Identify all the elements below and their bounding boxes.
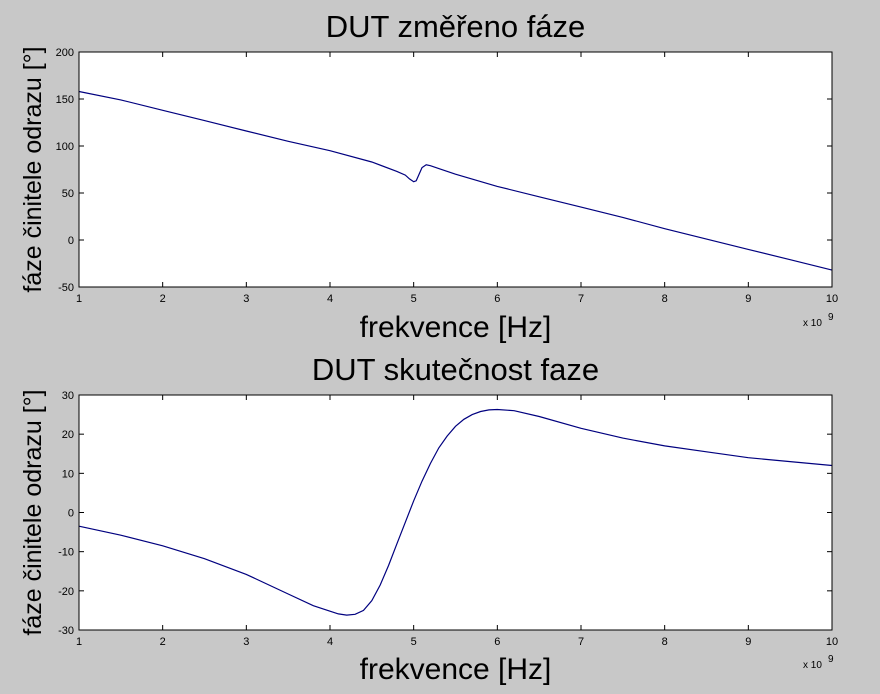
plot-area <box>79 52 832 287</box>
x-tick-label: 8 <box>662 636 668 648</box>
x-tick-label: 1 <box>76 636 82 648</box>
x-tick-label: 5 <box>411 293 417 305</box>
y-tick-label: 150 <box>56 94 74 106</box>
x-tick-label: 10 <box>826 293 838 305</box>
y-tick-label: 0 <box>68 508 74 520</box>
x-tick-label: 3 <box>243 636 249 648</box>
x-tick-label: 5 <box>411 636 417 648</box>
y-tick-label: -10 <box>58 547 74 559</box>
x-tick-label: 3 <box>243 293 249 305</box>
plot-frame <box>78 51 833 288</box>
series-line <box>78 408 833 616</box>
chart-title: DUT změřeno fáze <box>326 9 586 44</box>
x-exponent-power: 9 <box>828 654 834 665</box>
subplot-top: 1 2 3 4 5 6 7 8 9 10 -50 0 50 100 150 200 DUT změřeno f… <box>19 9 838 344</box>
y-tick-label: 200 <box>56 47 74 59</box>
x-tick-label: 8 <box>662 293 668 305</box>
chart-title: DUT skutečnost faze <box>312 352 599 387</box>
y-tick-label: 30 <box>62 390 74 402</box>
x-tick-label: 1 <box>76 293 82 305</box>
y-axis-label: fáze činitele odrazu [°] <box>19 46 47 292</box>
y-tick-label: 10 <box>62 468 74 480</box>
y-tick-label: -50 <box>58 282 74 294</box>
x-tick-label: 6 <box>494 636 500 648</box>
y-tick-label: 20 <box>62 429 74 441</box>
y-tick-label: 50 <box>62 188 74 200</box>
x-tick-label: 10 <box>826 636 838 648</box>
x-tick-label: 9 <box>745 636 751 648</box>
x-exponent-power: 9 <box>828 312 834 323</box>
plot-frame <box>78 394 833 631</box>
x-exponent-label: x 10 <box>803 318 822 329</box>
x-tick-label: 6 <box>494 293 500 305</box>
x-tick-label: 4 <box>327 293 333 305</box>
x-tick-label: 2 <box>160 293 166 305</box>
y-tick-label: -30 <box>58 625 74 637</box>
x-axis-label: frekvence [Hz] <box>360 653 552 686</box>
x-exponent-label: x 10 <box>803 660 822 671</box>
x-tick-label: 9 <box>745 293 751 305</box>
x-tick-label: 7 <box>578 293 584 305</box>
y-tick-label: 100 <box>56 141 74 153</box>
y-tick-label: 0 <box>68 235 74 247</box>
series-line <box>78 90 833 271</box>
x-axis-label: frekvence [Hz] <box>360 311 552 344</box>
chart-marks: 1 2 3 4 5 6 7 8 9 10 -30 -20 -10 0 10 20 30 <box>58 390 838 648</box>
y-axis-label: fáze činitele odrazu [°] <box>19 389 47 635</box>
subplot-bottom: 1 2 3 4 5 6 7 8 9 10 -30 -20 -10 0 10 20 30 DUT skutečno… <box>19 352 838 686</box>
x-tick-label: 4 <box>327 636 333 648</box>
plot-area <box>79 395 832 630</box>
x-tick-label: 7 <box>578 636 584 648</box>
y-tick-label: -20 <box>58 586 74 598</box>
x-tick-label: 2 <box>160 636 166 648</box>
